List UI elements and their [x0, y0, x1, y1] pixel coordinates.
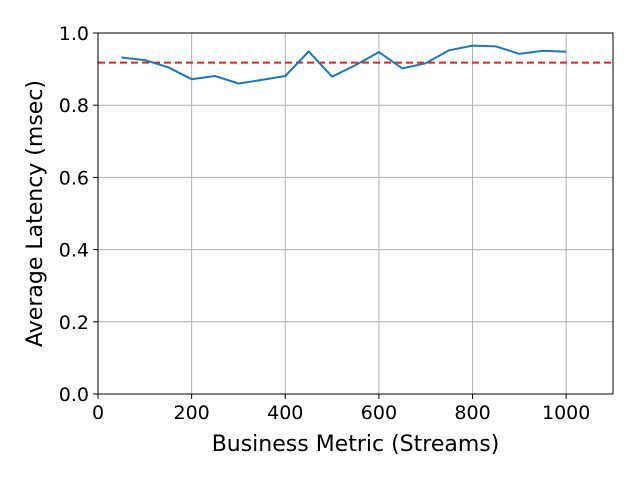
series-line	[121, 44, 567, 85]
y-tick-label: 0.2	[59, 312, 89, 334]
y-tick-label: 0.8	[59, 95, 89, 117]
y-axis-ticks: 0.0 0.2 0.4 0.6 0.8 1.0	[59, 23, 98, 406]
plot-frame	[97, 32, 614, 395]
x-tick-label: 0	[92, 402, 104, 424]
x-axis-ticks: 0 200 400 600 800 1000	[92, 394, 590, 424]
x-tick-label: 600	[361, 402, 397, 424]
y-tick-label: 0.4	[59, 240, 89, 262]
y-tick-label: 1.0	[59, 23, 89, 45]
x-tick-label: 1000	[542, 402, 590, 424]
series-group	[121, 44, 567, 85]
y-tick-label: 0.0	[59, 384, 89, 406]
x-axis-label: Business Metric (Streams)	[212, 432, 500, 457]
grid-lines	[97, 32, 613, 395]
x-tick-label: 800	[454, 402, 490, 424]
x-tick-label: 400	[267, 402, 303, 424]
y-tick-label: 0.6	[59, 167, 89, 189]
y-axis-label: Average Latency (msec)	[23, 80, 48, 347]
x-tick-label: 200	[174, 402, 210, 424]
